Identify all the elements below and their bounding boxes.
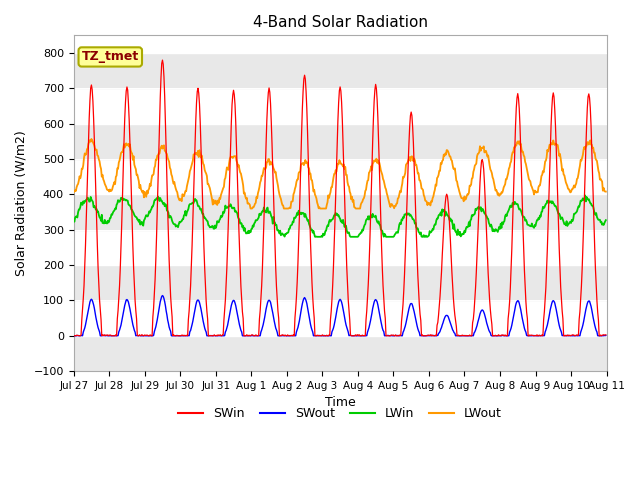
LWout bbox=[406, 154, 413, 160]
SWout bbox=[135, 333, 143, 339]
Y-axis label: Solar Radiation (W/m2): Solar Radiation (W/m2) bbox=[15, 131, 28, 276]
Line: SWout: SWout bbox=[74, 296, 606, 336]
LWin bbox=[188, 200, 196, 206]
SWout bbox=[70, 333, 78, 339]
Bar bbox=[74, 53, 607, 88]
Bar bbox=[74, 88, 607, 124]
LWin bbox=[420, 234, 428, 240]
LWin bbox=[79, 198, 87, 204]
Bar bbox=[74, 336, 607, 371]
SWout bbox=[406, 303, 413, 309]
LWin bbox=[216, 216, 224, 222]
SWout bbox=[189, 314, 197, 320]
LWout bbox=[70, 189, 77, 195]
Line: LWout: LWout bbox=[74, 139, 606, 208]
SWout bbox=[421, 333, 429, 339]
LWin bbox=[602, 217, 610, 223]
LWout bbox=[79, 162, 87, 168]
SWout bbox=[602, 333, 610, 338]
SWout bbox=[70, 333, 77, 338]
SWout bbox=[80, 327, 88, 333]
Bar bbox=[74, 300, 607, 336]
SWout bbox=[218, 333, 225, 339]
SWin bbox=[134, 333, 142, 339]
X-axis label: Time: Time bbox=[324, 396, 355, 409]
Line: SWin: SWin bbox=[74, 60, 606, 336]
SWin bbox=[602, 332, 610, 338]
LWin bbox=[405, 211, 413, 216]
SWin bbox=[159, 57, 166, 63]
Bar bbox=[74, 124, 607, 159]
LWout bbox=[602, 189, 610, 194]
SWin bbox=[405, 141, 413, 146]
SWout bbox=[159, 293, 166, 299]
Bar bbox=[74, 36, 607, 53]
LWout bbox=[421, 198, 429, 204]
SWin bbox=[70, 333, 77, 339]
LWin bbox=[312, 234, 319, 240]
Bar bbox=[74, 194, 607, 230]
LWout bbox=[217, 192, 225, 198]
LWin bbox=[581, 192, 589, 198]
SWin bbox=[420, 333, 428, 339]
LWin bbox=[134, 216, 142, 222]
LWout bbox=[135, 178, 143, 184]
Bar bbox=[74, 230, 607, 265]
LWin bbox=[70, 217, 77, 223]
SWin bbox=[217, 333, 225, 338]
LWout bbox=[88, 136, 95, 142]
Bar bbox=[74, 159, 607, 194]
Title: 4-Band Solar Radiation: 4-Band Solar Radiation bbox=[253, 15, 428, 30]
Line: LWin: LWin bbox=[74, 195, 606, 237]
Text: TZ_tmet: TZ_tmet bbox=[82, 50, 139, 63]
LWout bbox=[189, 158, 196, 164]
SWin bbox=[189, 219, 196, 225]
LWout bbox=[246, 205, 254, 211]
SWin bbox=[79, 296, 87, 301]
Bar bbox=[74, 265, 607, 300]
Legend: SWin, SWout, LWin, LWout: SWin, SWout, LWin, LWout bbox=[173, 402, 507, 425]
